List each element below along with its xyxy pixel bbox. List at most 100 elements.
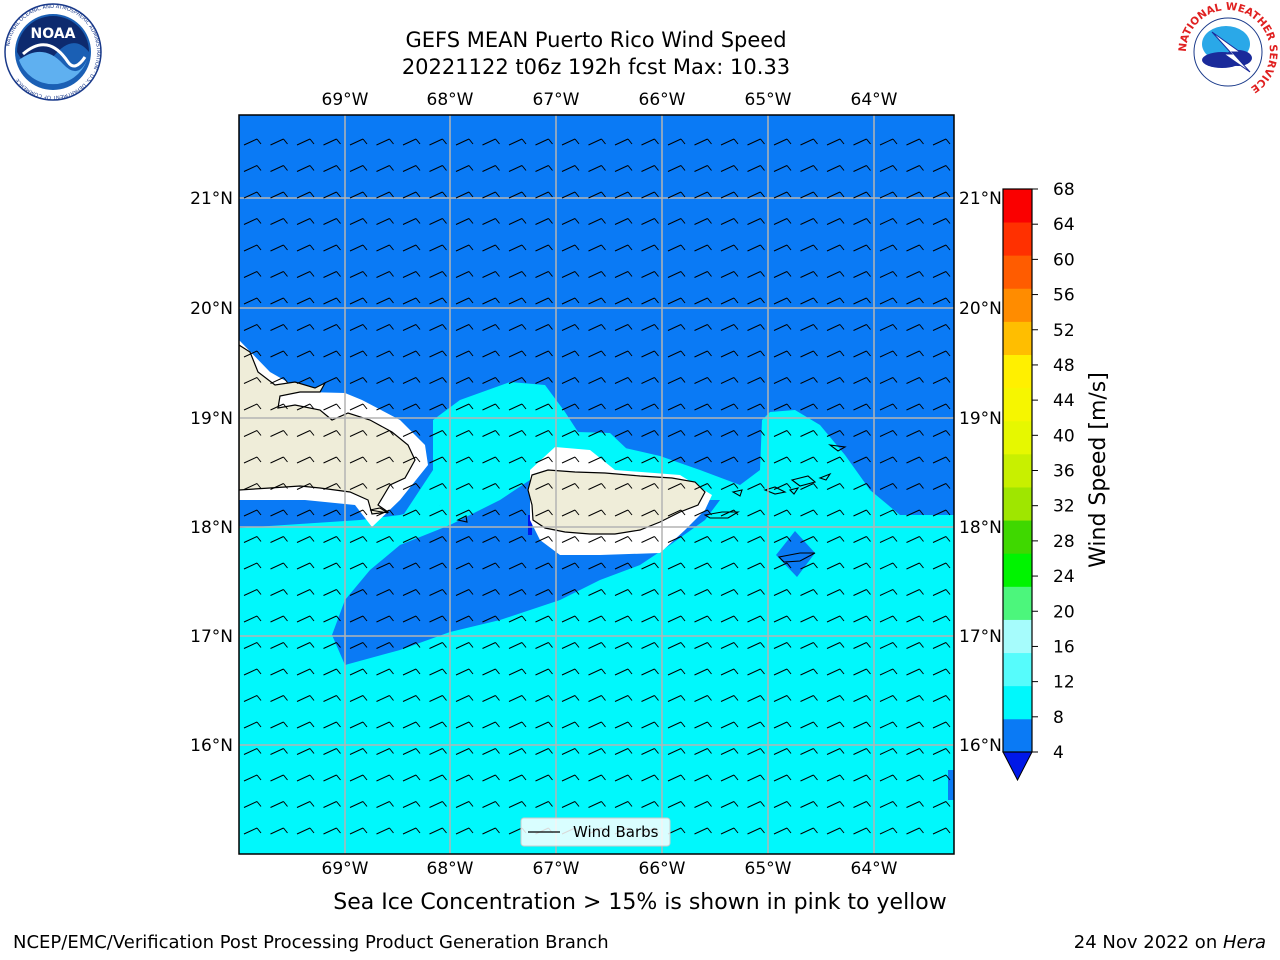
wind-barb — [270, 403, 288, 411]
wind-barb — [720, 774, 739, 782]
wind-barb — [667, 138, 686, 146]
land-puerto-rico — [527, 469, 706, 535]
wind-barb — [376, 218, 394, 225]
wind-barb — [455, 350, 474, 358]
wind-barb — [853, 748, 871, 755]
wind-barb — [826, 642, 845, 649]
lon-label-bottom: 67°W — [533, 859, 580, 879]
wind-barb — [826, 562, 845, 570]
wind-barb — [694, 297, 712, 305]
noaa-logo: NOAA NATIONAL OCEANIC AND ATMOSPHERIC AD… — [4, 3, 102, 101]
wind-barb — [667, 642, 686, 649]
wind-barb — [879, 615, 898, 623]
wind-barb — [773, 218, 792, 225]
wind-barb — [429, 430, 447, 437]
colorbar-segment — [1003, 420, 1032, 455]
wind-barb — [535, 138, 553, 146]
wind-barb — [667, 483, 686, 490]
colorbar-segment — [1003, 453, 1032, 488]
wind-barb — [349, 244, 368, 252]
wind-barb — [243, 350, 262, 358]
wind-barb — [826, 138, 845, 146]
wind-barb — [508, 615, 527, 623]
wind-barb-legend: Wind Barbs — [520, 817, 671, 847]
lon-label-bottom: 64°W — [851, 859, 898, 879]
wind-barb — [614, 801, 633, 808]
wind-barb — [535, 244, 553, 252]
wind-barb — [932, 456, 951, 464]
wind-barb — [323, 642, 341, 649]
wind-barb — [508, 748, 527, 755]
wind-barb — [853, 218, 871, 225]
wind-barb — [800, 642, 818, 649]
wind-barb — [879, 350, 898, 358]
wind-barb — [402, 827, 421, 835]
wind-barb — [879, 589, 898, 596]
wind-barb — [270, 668, 288, 676]
land-hispaniola — [239, 344, 416, 515]
wind-barb — [773, 801, 792, 808]
wind-barb — [932, 403, 951, 411]
wind-barb — [800, 191, 818, 199]
map-frame — [238, 114, 955, 855]
wind-barb — [482, 377, 500, 384]
wind-barb — [826, 695, 845, 702]
wind-barb — [800, 668, 818, 676]
wind-barb-legend-label: Wind Barbs — [573, 823, 659, 841]
wind-barb — [561, 668, 580, 676]
colorbar-segment — [1003, 619, 1032, 654]
colorbar-segment — [1003, 321, 1032, 355]
wind-barb — [429, 191, 447, 199]
wind-barb — [376, 456, 394, 464]
wind-barb — [561, 271, 580, 278]
colorbar-segment — [1003, 189, 1032, 223]
wind-barb — [694, 801, 712, 808]
wind-barb — [588, 695, 606, 702]
wind-barb — [588, 774, 606, 782]
wind-barb — [455, 536, 474, 543]
footer-host: Hera — [1222, 932, 1266, 953]
wind-barb — [667, 456, 686, 464]
wind-barb — [667, 165, 686, 172]
wind-barb — [747, 562, 765, 570]
wind-barb — [800, 271, 818, 278]
wind-barb — [641, 483, 659, 490]
speed-field-4-8-edge — [948, 770, 954, 800]
wind-barb — [296, 297, 315, 305]
wind-barb — [773, 589, 792, 596]
lat-label-left: 20°N — [190, 299, 233, 319]
wind-barb — [376, 165, 394, 172]
wind-barb — [773, 138, 792, 146]
wind-barb — [694, 509, 712, 517]
wind-barb — [508, 377, 527, 384]
wind-barb — [296, 271, 315, 278]
wind-barb — [376, 509, 394, 517]
wind-barb — [349, 138, 368, 146]
wind-barb — [376, 350, 394, 358]
wind-barb — [508, 456, 527, 464]
wind-barb — [402, 774, 421, 782]
wind-barb — [588, 377, 606, 384]
wind-barb — [376, 695, 394, 702]
wind-barb — [349, 721, 368, 729]
colorbar-segment — [1003, 718, 1032, 753]
wind-barb — [614, 403, 633, 411]
wind-barb — [349, 165, 368, 172]
wind-barb — [323, 430, 341, 437]
wind-barb — [561, 483, 580, 490]
wind-barb — [402, 138, 421, 146]
lon-label-top: 65°W — [745, 90, 792, 110]
small-islands — [369, 444, 847, 563]
wind-barb — [270, 324, 288, 331]
wind-barb — [561, 509, 580, 517]
wind-barb — [455, 801, 474, 808]
wind-barb — [323, 403, 341, 411]
wind-barb — [588, 509, 606, 517]
wind-barb — [588, 562, 606, 570]
wind-barb — [508, 589, 527, 596]
wind-barb — [773, 642, 792, 649]
wind-barb — [826, 165, 845, 172]
wind-barb — [243, 615, 262, 623]
wind-barb — [402, 324, 421, 331]
